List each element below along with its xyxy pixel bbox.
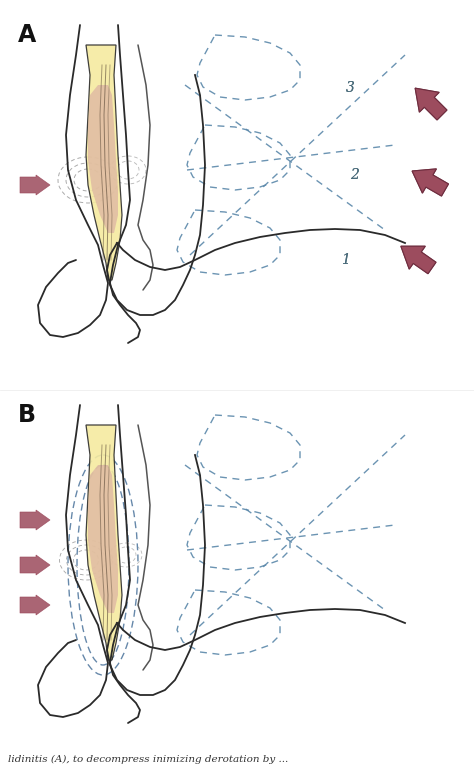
Polygon shape xyxy=(20,175,50,195)
Polygon shape xyxy=(20,510,50,530)
Polygon shape xyxy=(20,595,50,615)
Polygon shape xyxy=(415,88,447,120)
Polygon shape xyxy=(401,246,436,274)
Text: 3: 3 xyxy=(346,81,355,95)
Polygon shape xyxy=(412,169,448,196)
Polygon shape xyxy=(415,88,447,120)
Text: lidinitis (A), to decompress inimizing derotation by ...: lidinitis (A), to decompress inimizing d… xyxy=(8,755,288,764)
Text: 2: 2 xyxy=(351,168,359,182)
Polygon shape xyxy=(86,425,122,660)
Polygon shape xyxy=(401,246,436,274)
Text: 3: 3 xyxy=(346,81,355,95)
Polygon shape xyxy=(86,45,122,280)
Text: 1: 1 xyxy=(340,253,349,267)
Text: A: A xyxy=(18,23,36,47)
Polygon shape xyxy=(88,85,118,233)
Text: 1: 1 xyxy=(340,253,349,267)
Polygon shape xyxy=(88,465,118,613)
Polygon shape xyxy=(20,555,50,575)
Polygon shape xyxy=(412,169,448,196)
Text: B: B xyxy=(18,403,36,427)
Text: 2: 2 xyxy=(351,168,359,182)
